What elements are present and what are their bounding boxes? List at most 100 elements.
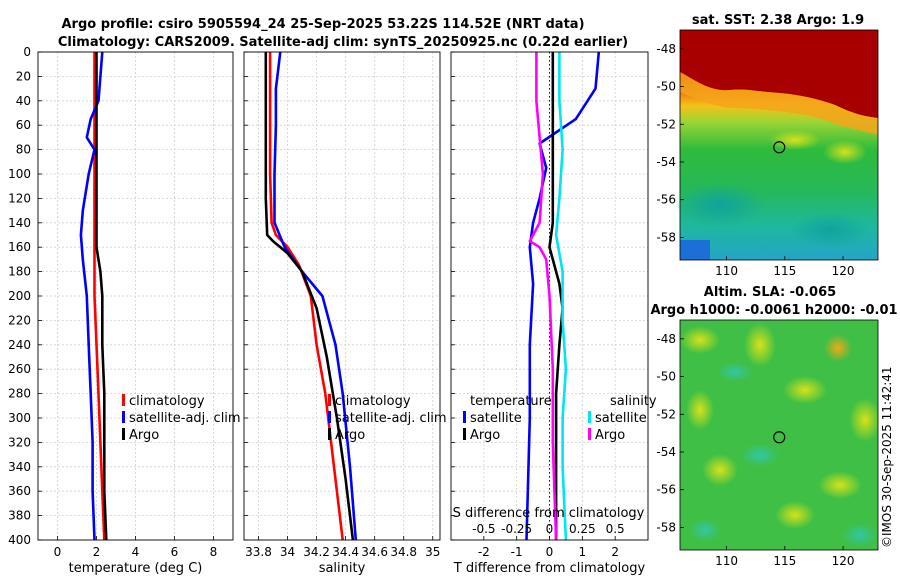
sst-warm-region — [680, 30, 878, 118]
legend-t-satellite-swatch — [463, 411, 466, 423]
depth-tick-label: 180 — [8, 265, 31, 279]
watermark: ©IMOS 30-Sep-2025 11:42:41 — [880, 366, 894, 548]
difference-top-xtick-label: -0.25 — [501, 522, 532, 536]
panel-temperature: 0 2 4 6 8 temperature (deg C) climatology satel… — [37, 51, 241, 576]
sst_map-ytick-label: -58 — [656, 230, 676, 244]
panel-difference: -2 -1 0 1 2 T difference from climatology S di… — [450, 51, 649, 576]
temperature-xlabel: temperature (deg C) — [69, 561, 203, 576]
sst-eddy-1 — [823, 140, 867, 164]
difference-xtick-label: 0 — [546, 545, 554, 559]
difference-xtick-label: 2 — [611, 545, 619, 559]
sla-argo-location-marker — [773, 431, 786, 444]
temperature-legend-label: climatology — [129, 394, 205, 409]
difference-top-xtick-label: 0.5 — [606, 522, 625, 536]
sla-map-frame — [679, 319, 879, 551]
salinity-xtick-label: 34.8 — [390, 545, 417, 559]
difference-top-xtick-label: 0 — [546, 522, 554, 536]
sla-blob-12 — [689, 518, 721, 542]
sst_map-ytick-label: -56 — [656, 193, 676, 207]
depth-tick-label: 400 — [8, 533, 31, 547]
panel-salinity: 33.8 34 34.2 34.4 34.6 34.8 35 salinity climatol… — [243, 51, 447, 576]
salinity-legend-label: climatology — [335, 394, 411, 409]
sst-eddy-2 — [769, 130, 821, 150]
difference-legend: temperature salinity satellite Argo sate… — [463, 394, 657, 443]
salinity-frame — [243, 51, 441, 541]
salinity-xlabel: salinity — [319, 561, 366, 576]
sla-blob-3 — [824, 334, 852, 362]
sst_map-ytick-label: -54 — [656, 155, 676, 169]
depth-tick-label: 320 — [8, 435, 31, 449]
legend-t-argo-swatch — [463, 428, 466, 440]
sla_map-ytick-label: -58 — [656, 520, 676, 534]
sla-blob-5 — [783, 376, 827, 404]
salinity-xtick-label: 35 — [425, 545, 440, 559]
depth-tick-label: 220 — [8, 313, 31, 327]
temperature-xtick-label: 0 — [54, 545, 62, 559]
difference-series-t-satellite — [525, 51, 601, 541]
depth-tick-label: 340 — [8, 460, 31, 474]
temperature-legend-swatch — [122, 394, 125, 406]
sst-front — [680, 72, 878, 135]
temperature-series-climatology — [93, 52, 106, 541]
sla_map-ytick-label: -48 — [656, 332, 676, 346]
depth-tick-label: 80 — [16, 143, 31, 157]
sla-blob-13 — [842, 523, 878, 547]
salinity-series-climatology — [268, 52, 344, 541]
temperature-xtick-label: 2 — [93, 545, 101, 559]
legend-s-satellite-swatch — [588, 411, 591, 423]
depth-tick-label: 40 — [16, 94, 31, 108]
temperature-legend-swatch — [122, 428, 125, 440]
depth-tick-label: 380 — [8, 509, 31, 523]
legend-s-argo-label: Argo — [595, 428, 625, 443]
header-title-line1: Argo profile: csiro 5905594_24 25-Sep-20… — [61, 17, 584, 32]
difference-top-xlabel: S difference from climatology — [453, 506, 645, 521]
sla-blob-10 — [818, 471, 862, 499]
sla_map-xtick-label: 120 — [832, 554, 855, 568]
salinity-legend-swatch — [328, 394, 331, 406]
salinity-xtick-label: 34.4 — [332, 545, 359, 559]
sla_map-ytick-label: -54 — [656, 445, 676, 459]
salinity-legend-label: Argo — [335, 428, 365, 443]
temperature-xtick-label: 8 — [210, 545, 218, 559]
sst-map — [675, 29, 879, 261]
temperature-legend-swatch — [122, 411, 125, 423]
temperature-xtick-label: 6 — [171, 545, 179, 559]
difference-series-s-satellite — [554, 52, 568, 541]
depth-tick-label: 360 — [8, 484, 31, 498]
depth-tick-label: 240 — [8, 338, 31, 352]
sst_map-xtick-label: 120 — [832, 264, 855, 278]
sla-map-ticks: 110 115 120 -48 -50 -52 -54 -56 -58 — [656, 332, 854, 568]
difference-top-xtick-label: 0.25 — [569, 522, 596, 536]
depth-tick-label: 60 — [16, 118, 31, 132]
difference-xtick-label: -1 — [511, 545, 523, 559]
salinity-legend-swatch — [328, 428, 331, 440]
temperature-frame — [37, 51, 234, 541]
sst_map-ytick-label: -48 — [656, 42, 676, 56]
difference-top-xtick-label: -0.5 — [472, 522, 495, 536]
difference-xtick-label: -2 — [478, 545, 490, 559]
sst-map-frame — [679, 29, 879, 261]
depth-tick-label: 300 — [8, 411, 31, 425]
legend-s-satellite-label: satellite — [595, 411, 647, 426]
legend-s-argo-swatch — [588, 428, 591, 440]
profile-panels: 0 2 4 6 8 temperature (deg C) climatology satel… — [8, 45, 649, 576]
depth-tick-label: 260 — [8, 362, 31, 376]
sst_map-ytick-label: -52 — [656, 117, 676, 131]
sla_map-xtick-label: 115 — [773, 554, 796, 568]
sla-blob-6 — [686, 390, 714, 430]
sla-map-title-line2: Argo h1000: -0.0061 h2000: -0.01 — [650, 303, 897, 318]
legend-t-argo-label: Argo — [470, 428, 500, 443]
temperature-series-argo — [95, 52, 108, 541]
salinity-legend-label: satellite-adj. clim — [335, 411, 447, 426]
legend-temperature-heading: temperature — [470, 394, 552, 409]
sst-cold-patch-2 — [790, 212, 870, 248]
sla_map-ytick-label: -50 — [656, 370, 676, 384]
depth-tick-label: 100 — [8, 167, 31, 181]
sst-map-title: sat. SST: 2.38 Argo: 1.9 — [692, 13, 864, 28]
legend-t-satellite-label: satellite — [470, 411, 522, 426]
difference-xlabel: T difference from climatology — [453, 561, 646, 576]
sst_map-ytick-label: -50 — [656, 80, 676, 94]
temperature-xtick-label: 4 — [132, 545, 140, 559]
sla-blob-9 — [702, 454, 738, 486]
sla-blob-1 — [680, 326, 720, 354]
